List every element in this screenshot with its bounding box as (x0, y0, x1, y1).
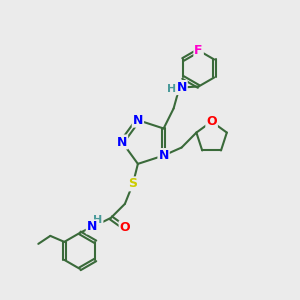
Text: S: S (128, 177, 137, 190)
Text: N: N (87, 220, 97, 233)
Text: N: N (133, 114, 143, 127)
Text: N: N (158, 149, 169, 162)
Text: O: O (206, 115, 217, 128)
Text: F: F (194, 44, 203, 57)
Text: N: N (117, 136, 127, 148)
Text: H: H (167, 85, 176, 94)
Text: H: H (93, 215, 103, 225)
Text: N: N (176, 81, 187, 94)
Text: O: O (120, 221, 130, 234)
